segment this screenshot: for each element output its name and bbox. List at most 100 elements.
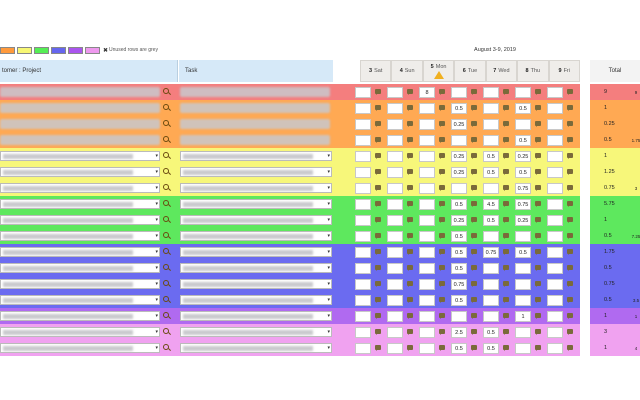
hours-input[interactable]	[515, 119, 531, 130]
hours-input[interactable]	[387, 167, 403, 178]
comment-icon[interactable]	[535, 265, 541, 271]
hours-input[interactable]: 0.5	[483, 215, 499, 226]
hours-input[interactable]	[515, 231, 531, 242]
search-icon[interactable]	[163, 264, 169, 270]
comment-icon[interactable]	[407, 265, 413, 271]
comment-icon[interactable]	[439, 169, 445, 175]
hours-input[interactable]: 0.5	[483, 343, 499, 354]
search-icon[interactable]	[163, 312, 169, 318]
hours-input[interactable]	[387, 327, 403, 338]
comment-icon[interactable]	[503, 217, 509, 223]
hours-input[interactable]	[547, 343, 563, 354]
customer-project-select[interactable]: ▾	[0, 311, 160, 321]
hours-input[interactable]	[547, 215, 563, 226]
comment-icon[interactable]	[375, 137, 381, 143]
customer-project-select[interactable]: ▾	[0, 279, 160, 289]
hours-input[interactable]: 0.75	[515, 183, 531, 194]
comment-icon[interactable]	[535, 201, 541, 207]
comment-icon[interactable]	[535, 217, 541, 223]
customer-project-select[interactable]: ▾	[0, 215, 160, 225]
comment-icon[interactable]	[439, 105, 445, 111]
comment-icon[interactable]	[471, 329, 477, 335]
hours-input[interactable]	[355, 279, 371, 290]
comment-icon[interactable]	[535, 329, 541, 335]
comment-icon[interactable]	[503, 233, 509, 239]
comment-icon[interactable]	[439, 185, 445, 191]
hours-input[interactable]	[355, 183, 371, 194]
task-select[interactable]: ▾	[180, 343, 332, 353]
hours-input[interactable]	[355, 151, 371, 162]
legend-swatch-4[interactable]	[68, 46, 83, 54]
task-select[interactable]: ▾	[180, 183, 332, 193]
hours-input[interactable]	[419, 215, 435, 226]
chevron-down-icon[interactable]: ▾	[327, 345, 330, 351]
chevron-down-icon[interactable]: ▾	[327, 153, 330, 159]
comment-icon[interactable]	[567, 265, 573, 271]
hours-input[interactable]	[387, 103, 403, 114]
legend-swatch-5[interactable]	[85, 46, 100, 54]
comment-icon[interactable]	[439, 297, 445, 303]
search-icon[interactable]	[163, 136, 169, 142]
hours-input[interactable]	[547, 103, 563, 114]
customer-project-select[interactable]: ▾	[0, 247, 160, 257]
hours-input[interactable]	[355, 103, 371, 114]
comment-icon[interactable]	[439, 201, 445, 207]
hours-input[interactable]	[419, 263, 435, 274]
hours-input[interactable]	[355, 295, 371, 306]
comment-icon[interactable]	[535, 137, 541, 143]
customer-project-select[interactable]: ▾	[0, 183, 160, 193]
hours-input[interactable]: 2.5	[451, 327, 467, 338]
chevron-down-icon[interactable]: ▾	[155, 169, 158, 175]
comment-icon[interactable]	[503, 345, 509, 351]
comment-icon[interactable]	[471, 345, 477, 351]
task-select[interactable]: ▾	[180, 263, 332, 273]
comment-icon[interactable]	[535, 281, 541, 287]
chevron-down-icon[interactable]: ▾	[327, 297, 330, 303]
comment-icon[interactable]	[567, 185, 573, 191]
comment-icon[interactable]	[471, 265, 477, 271]
hours-input[interactable]	[355, 311, 371, 322]
chevron-down-icon[interactable]: ▾	[155, 233, 158, 239]
task-select[interactable]: ▾	[180, 279, 332, 289]
comment-icon[interactable]	[471, 121, 477, 127]
hours-input[interactable]	[387, 247, 403, 258]
chevron-down-icon[interactable]: ▾	[155, 249, 158, 255]
comment-icon[interactable]	[503, 185, 509, 191]
comment-icon[interactable]	[407, 217, 413, 223]
chevron-down-icon[interactable]: ▾	[327, 329, 330, 335]
chevron-down-icon[interactable]: ▾	[327, 201, 330, 207]
comment-icon[interactable]	[535, 89, 541, 95]
comment-icon[interactable]	[471, 297, 477, 303]
chevron-down-icon[interactable]: ▾	[327, 265, 330, 271]
comment-icon[interactable]	[407, 89, 413, 95]
comment-icon[interactable]	[407, 329, 413, 335]
comment-icon[interactable]	[503, 265, 509, 271]
comment-icon[interactable]	[567, 297, 573, 303]
comment-icon[interactable]	[375, 153, 381, 159]
hours-input[interactable]	[547, 183, 563, 194]
hours-input[interactable]	[547, 279, 563, 290]
comment-icon[interactable]	[407, 233, 413, 239]
comment-icon[interactable]	[375, 265, 381, 271]
hours-input[interactable]: 0.25	[451, 119, 467, 130]
comment-icon[interactable]	[439, 249, 445, 255]
hours-input[interactable]	[483, 103, 499, 114]
hours-input[interactable]	[515, 87, 531, 98]
comment-icon[interactable]	[439, 89, 445, 95]
hours-input[interactable]	[387, 87, 403, 98]
comment-icon[interactable]	[375, 297, 381, 303]
hours-input[interactable]	[355, 119, 371, 130]
chevron-down-icon[interactable]: ▾	[155, 265, 158, 271]
chevron-down-icon[interactable]: ▾	[155, 153, 158, 159]
hours-input[interactable]: 0.5	[483, 327, 499, 338]
hours-input[interactable]: 0.25	[451, 151, 467, 162]
comment-icon[interactable]	[567, 153, 573, 159]
chevron-down-icon[interactable]: ▾	[327, 249, 330, 255]
hours-input[interactable]	[355, 87, 371, 98]
comment-icon[interactable]	[535, 249, 541, 255]
comment-icon[interactable]	[407, 297, 413, 303]
chevron-down-icon[interactable]: ▾	[155, 313, 158, 319]
comment-icon[interactable]	[407, 121, 413, 127]
hours-input[interactable]	[419, 167, 435, 178]
comment-icon[interactable]	[471, 201, 477, 207]
